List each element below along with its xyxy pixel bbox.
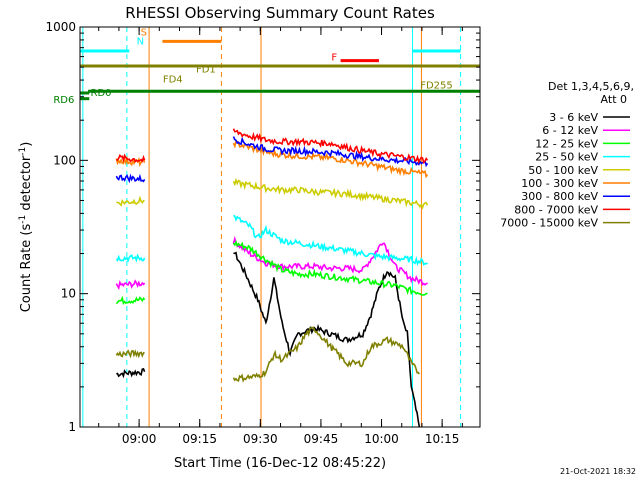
y-axis-label-main: Count Rate (s [19,224,34,313]
series-line-0-0 [116,367,146,379]
flag-label-1: N [137,36,144,47]
legend-label-1: 6 - 12 keV [542,124,598,137]
series-line-6-1 [232,136,429,168]
series-line-8-1 [232,326,420,383]
y-tick-label-2: 100 [53,153,76,167]
flag-label-4: F [331,53,337,64]
x-tick-label-4: 10:00 [364,432,399,446]
legend-label-8: 7000 - 15000 keV [500,217,598,230]
series-line-0-1 [233,251,421,428]
flag-label-7: RD6 [53,95,74,106]
y-tick-label-0: 1 [68,420,76,434]
series-line-7-1 [232,128,429,165]
legend-label-2: 12 - 25 keV [535,137,598,150]
y-axis-label: Count Rate (s-1 detector-1) [18,142,34,313]
x-axis-label: Start Time (16-Dec-12 08:45:22) [174,456,386,471]
x-tick-label-2: 09:30 [243,432,278,446]
series-line-4-0 [116,195,145,207]
flag-label-6: RD0 [91,88,112,99]
series-line-2-0 [115,295,146,306]
footer-timestamp: 21-Oct-2021 18:32 [560,467,636,476]
legend-label-3: 25 - 50 keV [535,151,598,164]
legend-label-4: 50 - 100 keV [528,164,598,177]
series-line-4-1 [232,177,429,210]
legend-header-attenuator: Att 0 [601,93,627,106]
series-line-7-0 [116,153,146,164]
legend-label-0: 3 - 6 keV [549,111,598,124]
flag-label-2: FD4 [163,74,183,85]
y-axis-label-end: ) [19,142,34,147]
y-tick-label-3: 1000 [45,20,76,34]
series-line-3-0 [115,253,146,263]
series-line-8-0 [115,349,145,359]
y-tick-label-1: 10 [61,287,76,301]
x-tick-label-0: 09:00 [122,432,157,446]
plot-frame [79,26,481,428]
chart-title: RHESSI Observing Summary Count Rates [125,4,435,22]
x-tick-label-1: 09:15 [182,432,217,446]
series-line-1-0 [115,279,146,291]
series-line-6-0 [115,173,146,184]
x-tick-label-3: 09:45 [304,432,339,446]
legend-label-5: 100 - 300 keV [521,177,598,190]
y-axis-label-sup1: -1 [18,215,28,224]
y-axis-label-mid: detector [19,155,34,215]
series-line-5-0 [115,155,146,167]
series-line-1-1 [232,236,428,287]
y-axis-label-sup2: -1 [18,147,28,156]
flag-label-3: FD1 [196,65,216,76]
flag-label-0: S [141,28,147,39]
legend-label-7: 800 - 7000 keV [514,203,598,216]
flag-label-5: FD255 [420,81,453,92]
series-line-3-1 [233,214,428,267]
legend-header-detectors: Det 1,3,4,5,6,9, [548,80,634,93]
legend-label-6: 300 - 800 keV [521,190,598,203]
series-line-2-1 [232,239,428,296]
x-tick-label-5: 10:15 [425,432,460,446]
